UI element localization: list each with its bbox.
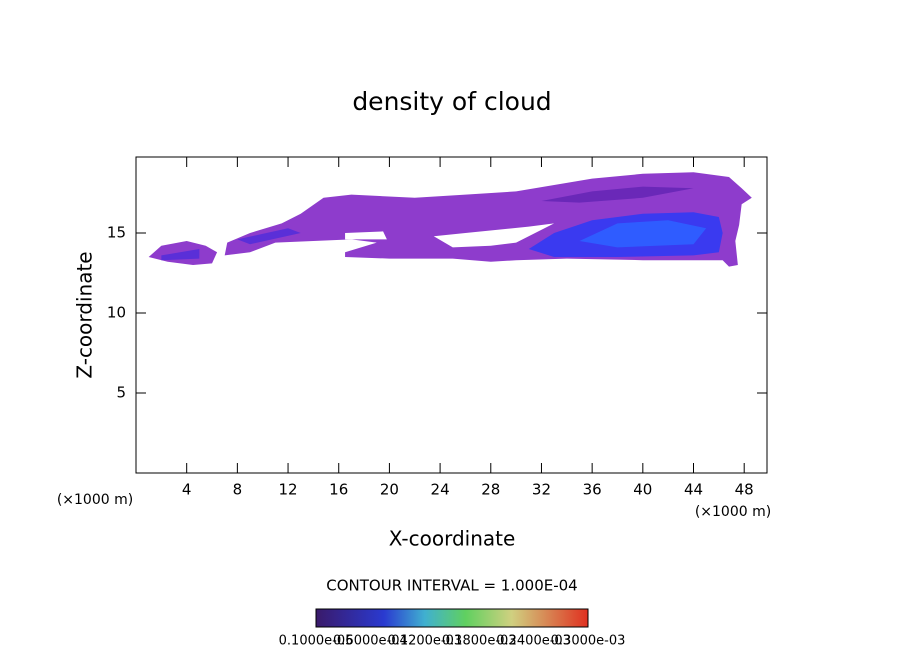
contour-region xyxy=(433,223,555,248)
x-tick-label: 24 xyxy=(431,481,450,499)
colorbar xyxy=(315,608,589,628)
x-axis-label: X-coordinate xyxy=(389,527,516,551)
y-tick-label: 5 xyxy=(116,384,126,402)
x-tick-label: 20 xyxy=(380,481,399,499)
x-tick-label: 16 xyxy=(329,481,348,499)
x-tick-label: 44 xyxy=(684,481,703,499)
y-tick-label: 10 xyxy=(107,304,126,322)
x-unit-label: (×1000 m) xyxy=(695,504,771,520)
chart-title: density of cloud xyxy=(352,87,551,116)
contour-region xyxy=(579,220,707,248)
colorbar-label: 0.6000e-04 xyxy=(333,634,408,649)
plot-area xyxy=(148,172,752,267)
x-tick-label: 36 xyxy=(583,481,602,499)
x-tick-label: 48 xyxy=(735,481,754,499)
colorbar-label: 0.2400e-03 xyxy=(496,634,571,649)
colorbar-label: 0.1800e-03 xyxy=(442,634,517,649)
x-unit-label: (×1000 m) xyxy=(57,492,133,508)
contour-region xyxy=(345,231,387,240)
x-tick-label: 12 xyxy=(279,481,298,499)
plot-frame xyxy=(135,156,768,474)
x-tick-label: 32 xyxy=(532,481,551,499)
x-tick-label: 28 xyxy=(481,481,500,499)
contour-region xyxy=(161,249,200,261)
x-tick-label: 4 xyxy=(182,481,192,499)
contour-interval: CONTOUR INTERVAL = 1.000E-04 xyxy=(326,577,577,595)
y-axis-label: Z-coordinate xyxy=(73,251,97,378)
colorbar-label: 0.1000e-05 xyxy=(279,634,354,649)
contour-region xyxy=(237,228,301,245)
colorbar-label: 0.1200e-03 xyxy=(387,634,462,649)
colorbar-label: 0.3000e-03 xyxy=(551,634,626,649)
x-tick-label: 8 xyxy=(233,481,243,499)
y-tick-label: 15 xyxy=(107,224,126,242)
x-tick-label: 40 xyxy=(633,481,652,499)
contour-region xyxy=(541,186,694,203)
